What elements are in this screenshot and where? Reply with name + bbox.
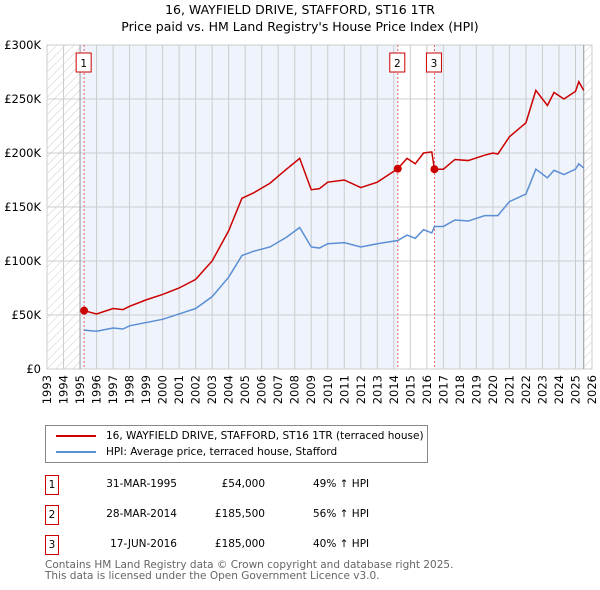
sale-point — [80, 306, 89, 315]
sale-marker-badge: 3 — [45, 535, 59, 555]
x-tick-label: 2016 — [420, 375, 434, 404]
legend-item-hpi: HPI: Average price, terraced house, Staf… — [56, 445, 337, 459]
legend-swatch — [56, 451, 96, 453]
y-tick-label: £0 — [26, 362, 41, 376]
sale-date: 31-MAR-1995 — [106, 478, 177, 490]
legend: 16, WAYFIELD DRIVE, STAFFORD, ST16 1TR (… — [45, 425, 428, 463]
x-tick-label: 2023 — [535, 375, 549, 404]
x-tick-label: 1998 — [123, 375, 137, 404]
footer-line-2: This data is licensed under the Open Gov… — [45, 570, 380, 582]
x-tick-label: 2006 — [255, 375, 269, 404]
sale-marker-box — [389, 52, 406, 73]
sale-marker-box — [75, 52, 92, 73]
series-line — [83, 79, 585, 315]
sale-marker-badge: 1 — [45, 475, 59, 495]
y-tick-label: £50K — [12, 308, 42, 322]
x-tick-label: 2020 — [486, 375, 500, 404]
x-tick-label: 1997 — [106, 375, 120, 404]
y-tick-label: £150K — [4, 200, 41, 214]
chart-subtitle: Price paid vs. HM Land Registry's House … — [121, 19, 479, 34]
legend-label: HPI: Average price, terraced house, Staf… — [106, 446, 338, 458]
sale-point — [430, 165, 439, 174]
x-tick-label: 2010 — [321, 375, 335, 404]
x-tick-label: 1999 — [139, 375, 153, 404]
sale-marker-label: 2 — [394, 58, 401, 70]
hpi-change: 40% ↑ HPI — [313, 538, 370, 550]
x-tick-label: 2004 — [222, 375, 236, 404]
x-tick-label: 2008 — [288, 375, 302, 404]
x-tick-label: 2009 — [304, 375, 318, 404]
sale-price: £185,500 — [214, 508, 265, 520]
sale-marker-badge: 2 — [45, 505, 59, 525]
chart-title: 16, WAYFIELD DRIVE, STAFFORD, ST16 1TR — [165, 2, 435, 17]
x-tick-label: 1994 — [57, 375, 71, 404]
x-tick-label: 2005 — [238, 375, 252, 404]
transaction-row: 2 28-MAR-2014 £185,500 56% ↑ HPI — [45, 505, 445, 525]
legend-item-property: 16, WAYFIELD DRIVE, STAFFORD, ST16 1TR (… — [56, 429, 424, 443]
x-tick-label: 1996 — [90, 375, 104, 404]
x-tick-label: 2001 — [172, 375, 186, 404]
sale-price: £54,000 — [221, 478, 265, 490]
x-tick-label: 2018 — [453, 375, 467, 404]
x-tick-label: 2015 — [403, 375, 417, 404]
x-tick-label: 2011 — [337, 375, 351, 404]
x-tick-label: 2014 — [387, 375, 401, 404]
x-tick-label: 2013 — [370, 375, 384, 404]
x-tick-label: 2022 — [519, 375, 533, 404]
x-tick-label: 2002 — [189, 375, 203, 404]
y-tick-label: £300K — [4, 38, 41, 52]
chart-plot: 1993 1994 1995 1996 1997 1998 1999 2000 2001 2002… — [4, 38, 599, 404]
transaction-row: 3 17-JUN-2016 £185,000 40% ↑ HPI — [45, 535, 445, 555]
sale-marker-box — [425, 52, 442, 73]
y-tick-label: £250K — [4, 92, 41, 106]
series-line — [84, 162, 585, 332]
y-tick-label: £200K — [4, 146, 41, 160]
x-tick-label: 2017 — [436, 375, 450, 404]
x-tick-label: 2007 — [271, 375, 285, 404]
sale-price: £185,000 — [214, 538, 265, 550]
y-tick-label: £100K — [4, 254, 41, 268]
sale-marker-label: 1 — [80, 58, 87, 70]
x-tick-label: 2025 — [568, 375, 582, 404]
x-tick-label: 2021 — [502, 375, 516, 404]
footer-line-1: Contains HM Land Registry data © Crown c… — [45, 559, 454, 571]
legend-label: 16, WAYFIELD DRIVE, STAFFORD, ST16 1TR (… — [106, 430, 424, 442]
x-tick-label: 2024 — [552, 375, 566, 404]
transaction-row: 1 31-MAR-1995 £54,000 49% ↑ HPI — [45, 475, 445, 495]
x-tick-label: 1993 — [40, 375, 54, 404]
x-tick-label: 2012 — [354, 375, 368, 404]
sale-point — [393, 164, 402, 173]
hpi-change: 49% ↑ HPI — [313, 478, 370, 490]
x-tick-label: 2000 — [156, 375, 170, 404]
x-tick-label: 2019 — [469, 375, 483, 404]
x-tick-label: 2026 — [585, 375, 599, 404]
sale-marker-label: 3 — [431, 58, 438, 70]
x-tick-label: 2003 — [205, 375, 219, 404]
sale-date: 17-JUN-2016 — [110, 538, 177, 550]
x-tick-label: 1995 — [73, 375, 87, 404]
sale-date: 28-MAR-2014 — [106, 508, 177, 520]
legend-swatch — [56, 435, 96, 437]
hpi-change: 56% ↑ HPI — [313, 508, 370, 520]
